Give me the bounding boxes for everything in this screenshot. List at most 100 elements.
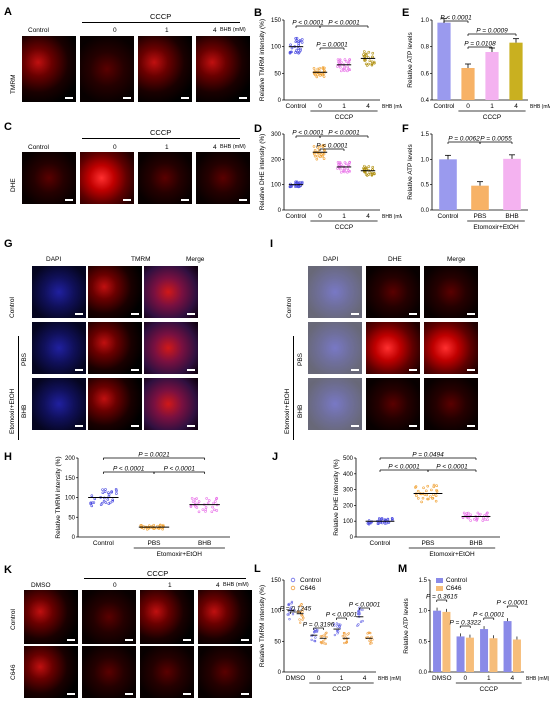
data-point [110,490,113,494]
data-point [294,40,298,43]
y-tick-label: 150 [65,476,76,482]
data-point [320,641,323,644]
c-col-control: Control [28,144,49,151]
bar [503,158,521,210]
data-point [367,50,371,54]
bar [503,621,512,672]
data-point [197,500,201,503]
data-point [201,508,205,511]
data-point [429,495,432,498]
data-point [367,62,370,66]
group-label: CCCP [483,114,501,121]
bar [485,52,499,100]
x-tick-label: DMSO [286,675,306,682]
g-pbs-dapi [32,322,86,374]
y-axis-label: Relative ATP levels [407,144,414,200]
data-point [343,58,347,61]
k-group-line [84,578,246,579]
x-tick-label: 0 [318,103,322,110]
panel-letter-c: C [4,121,12,133]
data-point [434,494,438,497]
x-tick-label: 1 [342,213,346,220]
data-point [362,54,366,58]
data-point [298,618,301,621]
data-point [368,642,372,645]
data-point [469,519,472,522]
data-point [295,36,299,40]
y-axis-label: Relative DHE intensity (%) [259,134,266,211]
group-label: Etomoxir+EtOH [157,551,203,558]
c-row-label: DHE [10,178,17,192]
data-point [335,622,339,625]
data-point [373,172,376,176]
data-point [215,496,218,500]
panel-letter: J [272,451,278,463]
i-col-merge: Merge [447,256,466,263]
x-tick-label: 1 [340,675,344,682]
bar [465,637,474,672]
panel-letter-i: I [270,238,274,250]
y-tick-label: 200 [65,456,76,462]
data-point [381,521,384,525]
data-point [212,501,215,505]
data-point [323,69,326,73]
a-group-line [82,22,240,23]
a-col-0: 0 [113,27,117,34]
x-unit-label: BHB (mM) [526,676,550,682]
data-point [320,154,324,158]
data-point [426,484,430,488]
y-tick-label: 0 [278,98,282,104]
data-point [338,58,342,61]
data-point [114,487,118,491]
data-point [288,185,292,188]
chart-m: M 0.0 0.5 1.0 1.5 Relative ATP levels DMSO 0 1 4 B… [398,563,550,693]
data-point [421,496,425,500]
data-point [348,169,352,173]
data-point [290,46,294,50]
data-point [315,75,319,79]
k-col-dmso: DMSO [31,582,51,589]
panel-letter-g: G [4,238,13,250]
p-value-label: P = 0.0021 [138,452,170,459]
g-pbs-tmrm [88,322,142,374]
y-tick-label: 1.5 [419,578,428,584]
data-point [378,517,381,520]
data-point [300,38,304,41]
p-value-label: P < 0.0001 [436,464,468,471]
y-tick-label: 50 [274,639,281,645]
data-point [300,41,304,44]
data-point [343,633,346,637]
x-tick-label: Control [434,103,456,110]
data-point [101,488,104,491]
data-point [333,633,337,637]
a-col-control: Control [28,27,49,34]
y-axis-label: Relative TMRM intensity (%) [55,456,62,538]
data-point [316,628,319,632]
i-row-bhb: BHB [297,404,304,418]
bar [437,22,451,101]
chart-d: D 0 100 200 300 Relative DHE intensity (%) Con… [254,123,402,231]
data-point [378,518,381,521]
g-col-tmrm: TMRM [131,256,151,263]
x-tick-label: 4 [366,213,370,220]
p-value-label: P = 0.0055 [480,136,512,143]
g-bhb-tmrm [88,378,142,430]
a-micrograph-4 [196,36,250,102]
data-point [371,638,374,641]
x-unit-label: BHB (mM) [378,676,402,682]
data-point [101,491,105,495]
i-bhb-merge [424,378,478,430]
data-point [290,600,294,604]
data-point [312,145,316,148]
g-row-control: Control [9,297,16,318]
data-point [482,516,485,520]
data-point [346,167,350,171]
bar [439,159,457,210]
g-bhb-dapi [32,378,86,430]
data-point [313,148,317,152]
data-point [386,518,390,521]
data-point [106,498,110,501]
data-point [197,510,201,514]
